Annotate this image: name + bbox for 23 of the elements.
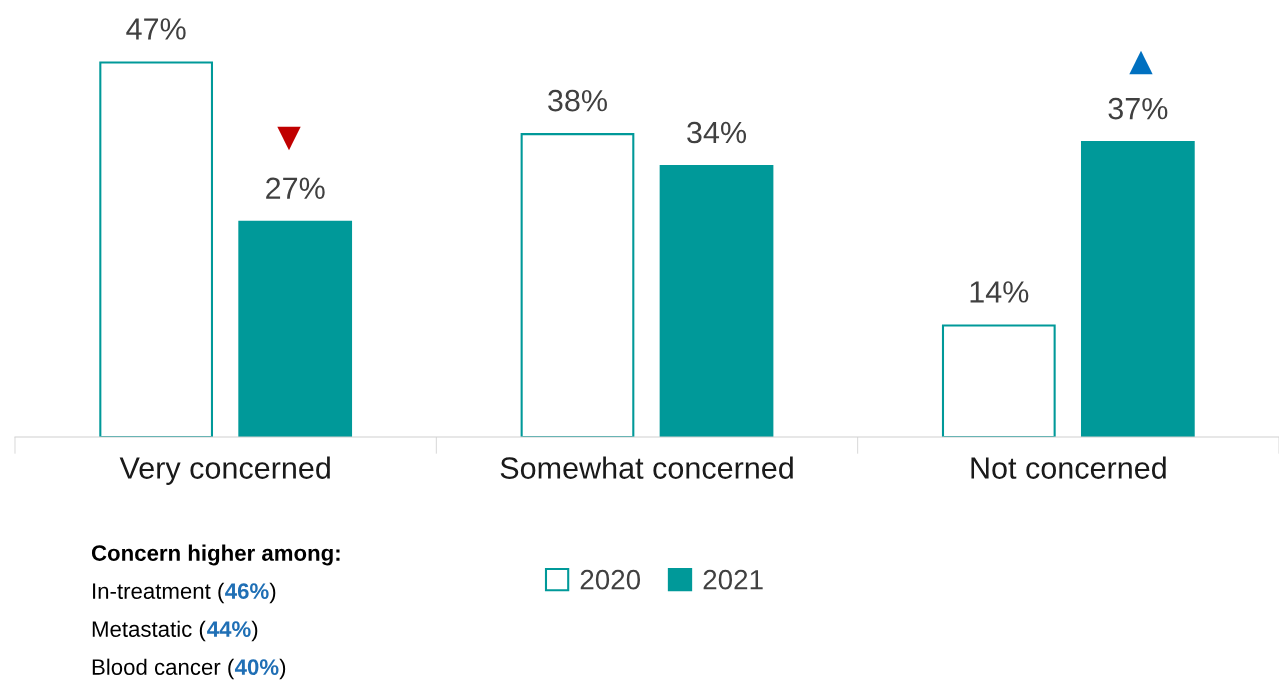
bar	[1080, 141, 1195, 437]
bar	[659, 165, 774, 437]
data-label: 27%	[266, 177, 325, 199]
data-label: 14%	[970, 281, 1029, 303]
bar	[99, 61, 214, 437]
text: Metastatic (44%)	[92, 620, 258, 642]
data-label: 47%	[126, 18, 186, 40]
annotation: ▼	[277, 126, 301, 151]
legend-label: 2020	[580, 569, 641, 590]
text: In-treatment (46%)	[93, 582, 276, 604]
bar	[238, 220, 353, 437]
data-label: 37%	[1108, 97, 1168, 120]
x-tick-label: Not concerned	[971, 456, 1166, 479]
x-tick-label: Somewhat concerned	[500, 456, 793, 479]
bar	[520, 133, 635, 437]
annotation: ▲	[1129, 50, 1153, 75]
text: Concern higher among:	[91, 544, 340, 566]
x-tick-label: Very concerned	[119, 456, 330, 485]
data-label: 34%	[687, 121, 747, 144]
legend-label: 2021	[703, 569, 763, 590]
text: Blood cancer (40%)	[92, 658, 286, 680]
data-label: 38%	[548, 89, 607, 112]
bar	[941, 324, 1056, 437]
